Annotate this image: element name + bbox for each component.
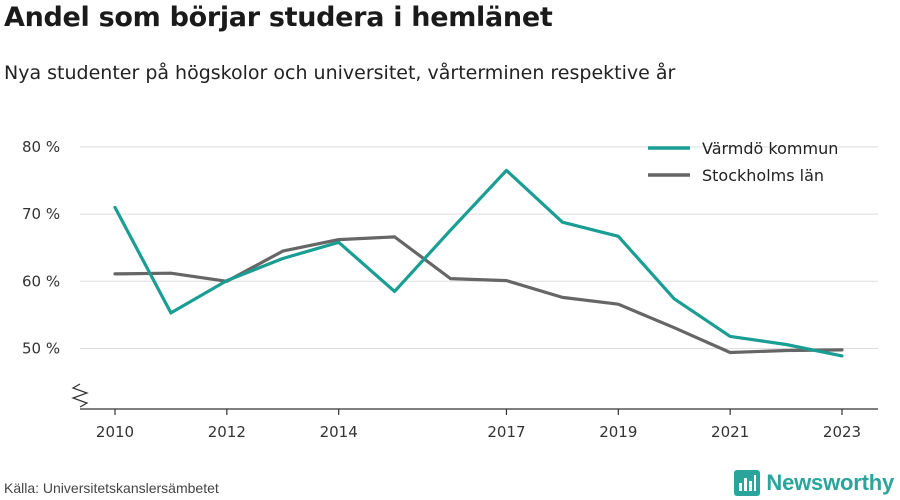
- x-tick-label: 2014: [320, 423, 358, 441]
- series-line: [113, 235, 844, 355]
- series-line: [113, 168, 844, 358]
- x-tick-label: 2021: [711, 423, 749, 441]
- legend-label: Stockholms län: [702, 166, 824, 185]
- bar-chart-logo-icon: [734, 470, 761, 496]
- legend-label: Värmdö kommun: [702, 139, 838, 158]
- source-note: Källa: Universitetskanslersämbetet: [4, 480, 219, 496]
- x-tick-label: 2012: [208, 423, 246, 441]
- brand-name: Newsworthy: [766, 470, 894, 495]
- line-chart: 50 % 60 % 70 % 80 % 2010 2012 2014 2017 2019 2021…: [22, 138, 878, 441]
- x-tick-label: 2010: [96, 423, 134, 441]
- chart-title: Andel som börjar studera i hemlänet: [4, 2, 553, 33]
- x-tick-label: 2019: [599, 423, 637, 441]
- y-tick-label: 70 %: [22, 205, 60, 223]
- axis-break-icon: [71, 383, 89, 408]
- brand-logo: Newsworthy: [734, 470, 894, 496]
- chart-subtitle: Nya studenter på högskolor och universit…: [4, 62, 676, 84]
- y-tick-label: 50 %: [22, 340, 60, 358]
- y-tick-label: 80 %: [22, 138, 60, 156]
- x-tick-label: 2017: [487, 423, 525, 441]
- y-tick-label: 60 %: [22, 272, 60, 290]
- x-tick-label: 2023: [823, 423, 861, 441]
